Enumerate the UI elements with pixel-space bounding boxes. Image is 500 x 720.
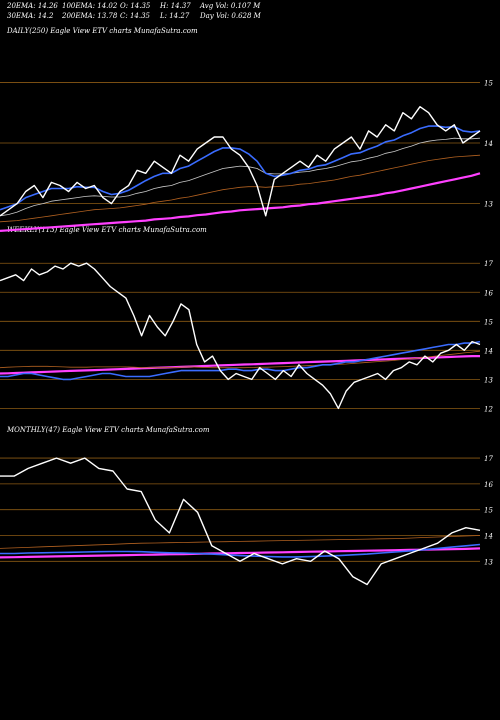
daily-series-ema200 [0,172,481,232]
stat-avg-vol: Avg Vol: 0.107 M [200,2,261,10]
weekly-panel-title: WEEKLY(113) Eagle View ETV charts Munafa… [7,226,207,234]
monthly-series-ema200 [0,547,481,559]
stat-100ema: 100EMA: 14.02 [62,2,118,10]
daily-series-ema50 [0,137,481,217]
daily-series-ema20 [0,125,481,211]
weekly-tick-14: 14 [484,347,493,355]
stat-200ema: 200EMA: 13.78 [62,12,118,20]
stat-open: O: 14.35 [120,2,151,10]
stat-high: H: 14.37 [160,2,191,10]
monthly-tick-13: 13 [484,558,493,566]
monthly-series-ema_fast [0,543,481,558]
daily-series-price [0,105,481,217]
daily-tick-13: 13 [484,201,493,209]
weekly-tick-13: 13 [484,376,493,384]
stat-day-vol: Day Vol: 0.628 M [200,12,261,20]
weekly-tick-16: 16 [484,289,493,297]
monthly-tick-17: 17 [484,455,493,463]
weekly-series-ema_fast [0,340,481,381]
daily-tick-14: 14 [484,140,493,148]
weekly-series-ema200 [0,355,480,375]
daily-series-ema100 [0,154,481,223]
stat-20ema: 20EMA: 14.26 [7,2,58,10]
monthly-series-ema_slow [0,535,481,549]
monthly-panel-title: MONTHLY(47) Eagle View ETV charts Munafa… [7,426,210,434]
monthly-tick-15: 15 [484,507,493,515]
weekly-tick-12: 12 [484,405,493,413]
monthly-tick-16: 16 [484,481,493,489]
monthly-series-price [0,457,481,586]
stat-30ema: 30EMA: 14.2 [7,12,54,20]
monthly-tick-14: 14 [484,532,493,540]
weekly-series-price [0,262,481,410]
daily-panel-title: DAILY(250) Eagle View ETV charts MunafaS… [7,27,198,35]
weekly-tick-15: 15 [484,318,493,326]
stat-low: L: 14.27 [160,12,190,20]
daily-tick-15: 15 [484,79,493,87]
stat-close: C: 14.35 [120,12,150,20]
weekly-tick-17: 17 [484,260,493,268]
weekly-series-ema_slow [0,350,481,369]
